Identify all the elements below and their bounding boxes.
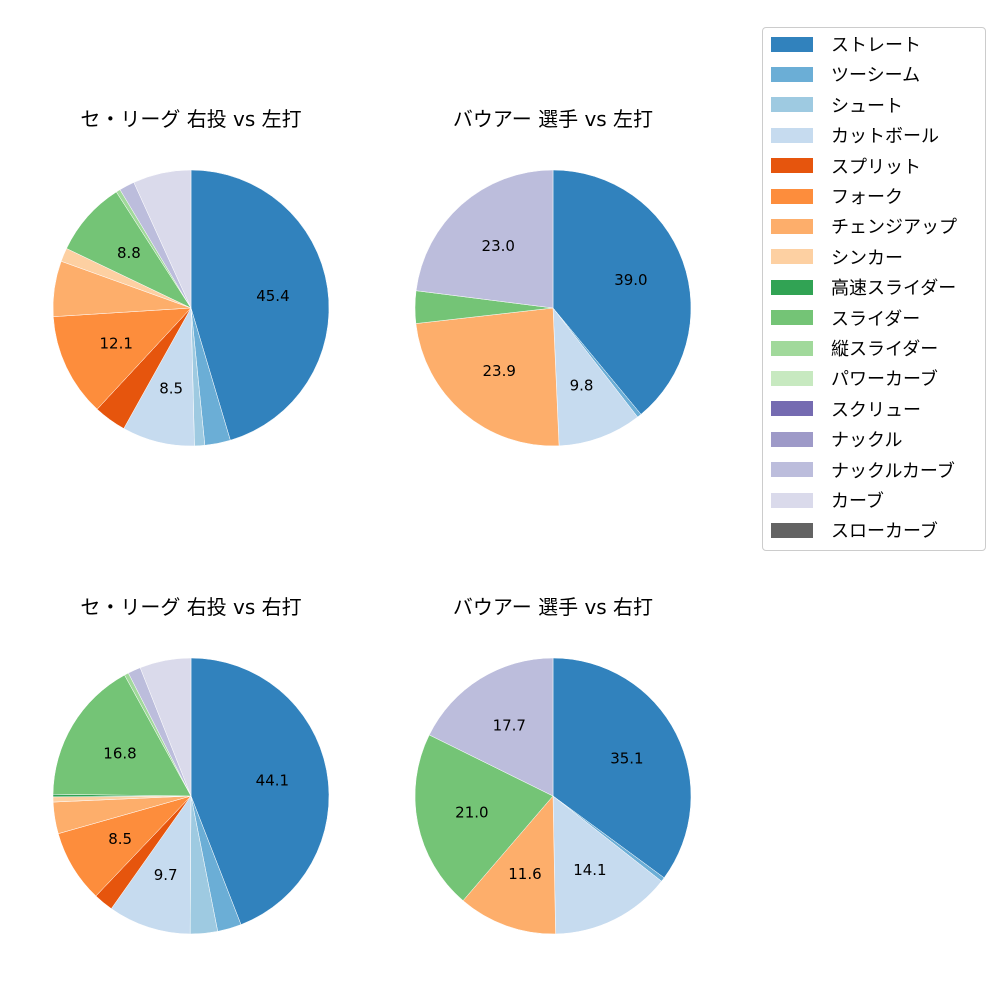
slice-label: 17.7	[493, 717, 526, 735]
legend-label: カーブ	[831, 491, 884, 512]
pie-slice	[552, 169, 692, 415]
legend-swatch	[771, 66, 813, 82]
legend-item: カットボール	[771, 125, 939, 148]
pie-slice	[139, 657, 192, 797]
legend-item: スライダー	[771, 308, 921, 330]
legend-label: チェンジアップ	[831, 217, 957, 239]
legend-swatch	[771, 188, 813, 204]
pie-slice	[53, 307, 192, 410]
legend-item: スローカーブ	[771, 520, 938, 543]
legend-label: スライダー	[831, 308, 921, 330]
legend-item: パワーカーブ	[771, 368, 938, 391]
legend-swatch	[771, 431, 813, 447]
slice-label: 11.6	[508, 865, 541, 883]
pie-slice	[415, 169, 554, 309]
legend-item: ツーシーム	[771, 64, 921, 87]
pie-slice	[190, 657, 330, 925]
legend-label: フォーク	[831, 187, 903, 208]
legend-swatch	[771, 492, 813, 508]
pie-slice	[415, 307, 560, 447]
legend-label: 高速スライダー	[831, 278, 957, 300]
legend-label: ナックル	[831, 430, 903, 452]
legend-label: シンカー	[831, 247, 903, 269]
legend-label: ツーシーム	[831, 65, 921, 87]
legend-swatch	[771, 401, 813, 417]
pie-slice	[552, 657, 692, 879]
legend-item: シンカー	[771, 247, 903, 269]
pie-chart: 45.4 8.5 12.1 8.8	[52, 169, 330, 447]
chart-title: セ・リーグ 右投 vs 右打	[80, 595, 302, 619]
legend-label: シュート	[831, 95, 903, 117]
legend-label: ストレート	[831, 35, 921, 56]
legend-item: カーブ	[771, 490, 884, 512]
pie-slice	[110, 795, 192, 935]
legend-swatch	[771, 158, 813, 174]
slice-label: 39.0	[614, 271, 647, 289]
slice-label: 8.5	[108, 830, 132, 848]
pie-chart: 35.1 14.1 11.6 21.0 17.7	[414, 657, 692, 935]
legend-swatch	[771, 36, 813, 52]
legend-swatch	[771, 310, 813, 326]
legend-label: スプリット	[831, 156, 921, 178]
pie-slice	[414, 734, 554, 902]
legend-item: スクリュー	[771, 399, 921, 421]
legend-item: 縦スライダー	[771, 338, 939, 360]
legend-item: スプリット	[771, 156, 921, 178]
legend-label: ナックルカーブ	[831, 460, 955, 482]
pie-slice	[552, 795, 662, 935]
slice-label: 12.1	[99, 334, 132, 352]
slice-label: 9.7	[154, 866, 178, 884]
legend-swatch	[771, 370, 813, 386]
legend-swatch	[771, 218, 813, 234]
legend-item: シュート	[771, 95, 903, 117]
slice-label: 9.8	[570, 377, 594, 395]
slice-label: 44.1	[256, 772, 289, 790]
slice-label: 23.9	[483, 362, 516, 380]
legend-swatch	[771, 127, 813, 143]
slice-label: 21.0	[455, 804, 488, 822]
chart-title: バウアー 選手 vs 右打	[452, 595, 654, 619]
legend-item: ナックルカーブ	[771, 460, 955, 482]
legend-item: チェンジアップ	[771, 216, 957, 239]
legend-label: 縦スライダー	[831, 339, 939, 360]
pie-chart: 39.0 9.8 23.9 23.0	[414, 169, 692, 447]
pie-slice	[52, 674, 192, 797]
legend-swatch	[771, 340, 813, 356]
legend-swatch	[771, 279, 813, 295]
legend-swatch	[771, 249, 813, 265]
legend-label: スローカーブ	[831, 521, 938, 543]
pie-slice	[133, 169, 192, 309]
slice-label: 8.8	[117, 244, 141, 262]
pie-slice	[190, 169, 330, 441]
legend-item: ナックル	[771, 429, 903, 452]
chart-title: バウアー 選手 vs 左打	[452, 107, 654, 131]
pie-slice	[552, 307, 638, 447]
slice-label: 16.8	[103, 744, 136, 762]
legend-swatch	[771, 97, 813, 113]
legend-item: ストレート	[771, 34, 921, 56]
legend-label: カットボール	[831, 126, 939, 148]
pie-chart: 44.1 9.7 8.5 16.8	[52, 657, 330, 935]
slice-label: 35.1	[610, 750, 643, 768]
legend-label: パワーカーブ	[831, 369, 938, 391]
legend-item: 高速スライダー	[771, 277, 957, 300]
legend: ストレートツーシームシュートカットボール スプリットフォークチェンジアップ シンカー…	[762, 27, 986, 551]
chart-title: セ・リーグ 右投 vs 左打	[80, 107, 302, 131]
legend-swatch	[771, 522, 813, 538]
pie-slice	[462, 795, 556, 935]
slice-label: 14.1	[573, 861, 606, 879]
legend-label: スクリュー	[831, 399, 921, 421]
pie-slice	[428, 657, 554, 797]
slice-label: 8.5	[159, 379, 183, 397]
legend-swatch	[771, 462, 813, 478]
slice-label: 45.4	[256, 287, 289, 305]
legend-item: フォーク	[771, 186, 903, 208]
slice-label: 23.0	[482, 237, 515, 255]
